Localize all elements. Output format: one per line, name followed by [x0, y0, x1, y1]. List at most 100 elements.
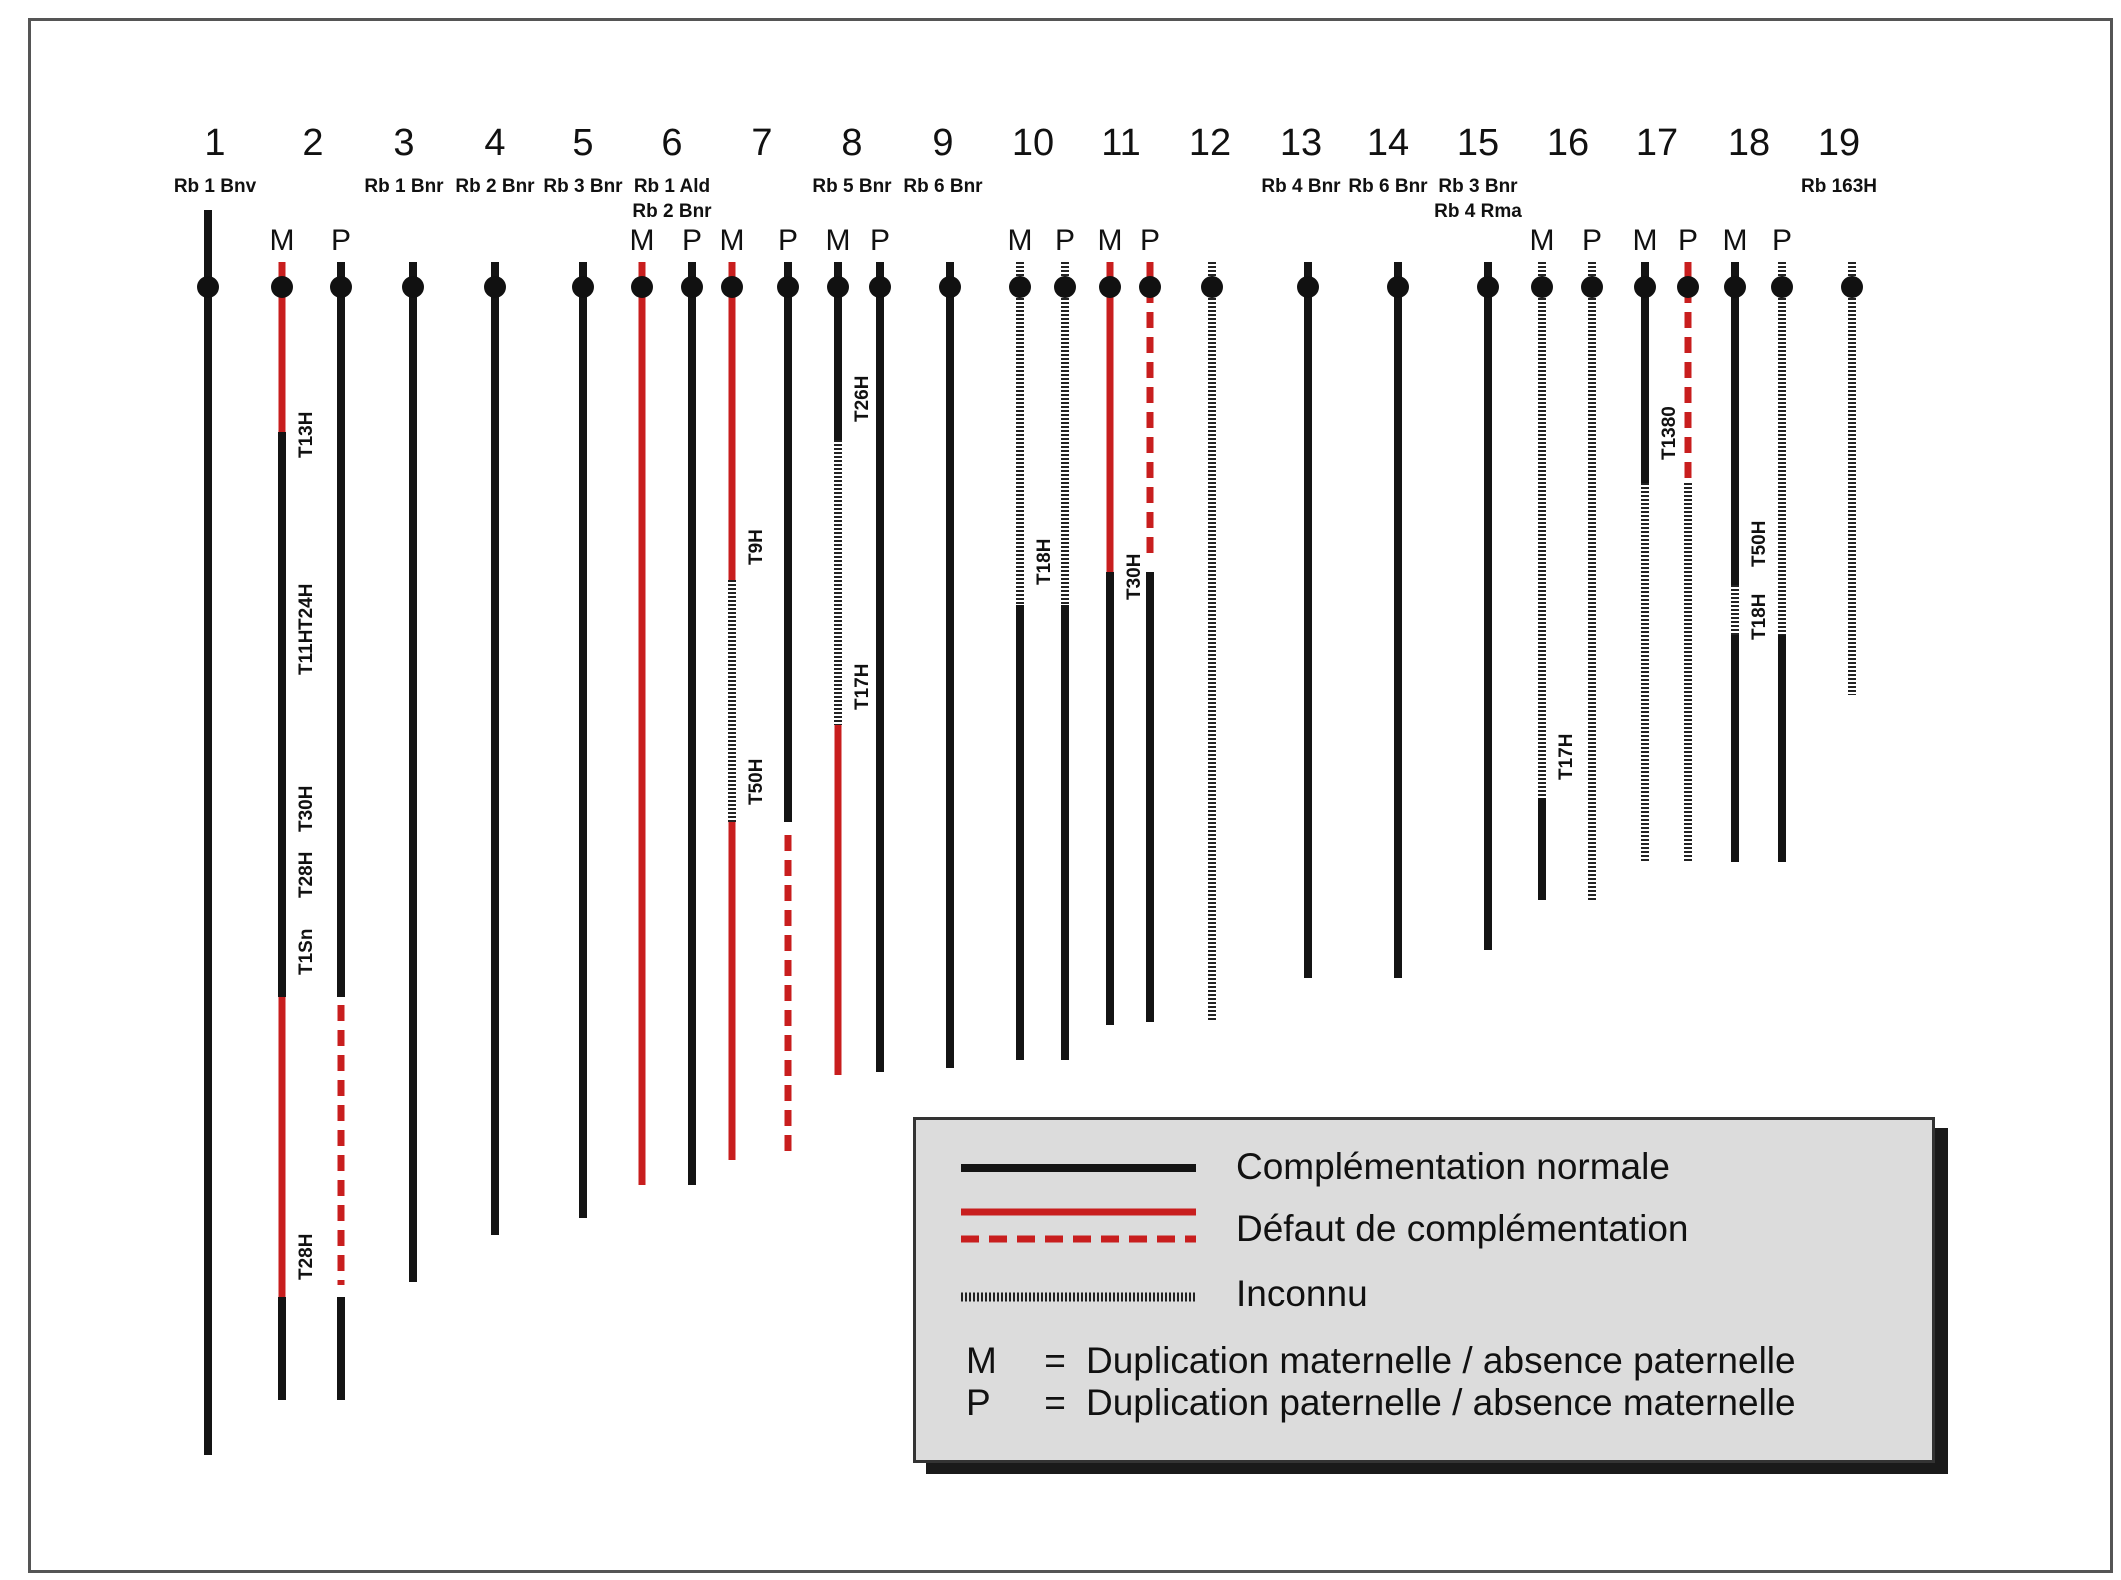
paternal-label: P: [870, 224, 890, 257]
centromere-dot: [869, 276, 891, 298]
centromere-dot: [1387, 276, 1409, 298]
chromosome-number: 6: [661, 122, 682, 164]
def-p-key: P: [966, 1382, 991, 1423]
chromosome-number: 5: [572, 122, 593, 164]
chromosome-number: 2: [302, 122, 323, 164]
paternal-label: P: [1678, 224, 1698, 257]
legend-box: Complémentation normale Défaut de complé…: [913, 1117, 1935, 1463]
centromere-dot: [197, 276, 219, 298]
centromere-dot: [631, 276, 653, 298]
chromosome-number: 17: [1636, 122, 1678, 164]
chromosome-number: 3: [393, 122, 414, 164]
paternal-label: P: [331, 224, 351, 257]
maternal-label: M: [270, 224, 295, 257]
legend-defect-lines: [961, 1208, 1196, 1243]
robertsonian-label: Rb 5 Bnr: [812, 176, 892, 197]
chromosome-number: 11: [1101, 122, 1140, 164]
chromosome-number: 8: [841, 122, 862, 164]
robertsonian-label: Rb 2 Bnr: [455, 176, 535, 197]
robertsonian-label: Rb 3 Bnr: [543, 176, 623, 197]
chromosome-number: 7: [751, 122, 772, 164]
centromere-dot: [1099, 276, 1121, 298]
chromosome-number: 10: [1012, 122, 1054, 164]
translocation-label: T28H: [296, 1234, 317, 1280]
translocation-label: T18H: [1749, 594, 1770, 640]
robertsonian-label: Rb 4 Rma: [1434, 201, 1522, 222]
chromosome-number: 16: [1547, 122, 1589, 164]
legend-row-defect: Défaut de complémentation: [916, 1200, 1932, 1260]
robertsonian-label: Rb 1 Ald: [634, 176, 710, 197]
maternal-label: M: [630, 224, 655, 257]
paternal-label: P: [1055, 224, 1075, 257]
centromere-dot: [1841, 276, 1863, 298]
translocation-label: T24H: [296, 584, 317, 630]
translocation-label: T1380: [1659, 406, 1680, 460]
legend-def-p: P = Duplication paternelle / absence mater…: [966, 1382, 1796, 1424]
paternal-label: P: [1772, 224, 1792, 257]
robertsonian-label: Rb 6 Bnr: [903, 176, 983, 197]
legend-defect-label: Défaut de complémentation: [1236, 1208, 1689, 1249]
centromere-dot: [1009, 276, 1031, 298]
centromere-dot: [484, 276, 506, 298]
chromosome-number: 19: [1818, 122, 1860, 164]
legend-unknown-label: Inconnu: [1236, 1273, 1368, 1314]
robertsonian-label: Rb 163H: [1801, 176, 1877, 197]
legend-def-m: M = Duplication maternelle / absence pater…: [966, 1340, 1796, 1382]
maternal-label: M: [1008, 224, 1033, 257]
centromere-dot: [1581, 276, 1603, 298]
centromere-dot: [1297, 276, 1319, 298]
translocation-label: T30H: [296, 786, 317, 832]
maternal-label: M: [1633, 224, 1658, 257]
chromosome-number: 15: [1457, 122, 1499, 164]
translocation-label: T30H: [1124, 554, 1145, 600]
def-m-key: M: [966, 1340, 997, 1381]
centromere-dot: [1054, 276, 1076, 298]
robertsonian-label: Rb 1 Bnr: [364, 176, 444, 197]
translocation-label: T28H: [296, 852, 317, 898]
def-p-desc: Duplication paternelle / absence materne…: [1086, 1382, 1796, 1423]
maternal-label: M: [826, 224, 851, 257]
translocation-label: T50H: [1749, 521, 1770, 567]
centromere-dot: [939, 276, 961, 298]
chromosome-number: 13: [1280, 122, 1322, 164]
def-m-eq: =: [1044, 1340, 1066, 1381]
chromosome-number: 4: [484, 122, 505, 164]
robertsonian-label: Rb 6 Bnr: [1348, 176, 1428, 197]
centromere-dot: [402, 276, 424, 298]
centromere-dot: [1477, 276, 1499, 298]
centromere-dot: [777, 276, 799, 298]
centromere-dot: [1531, 276, 1553, 298]
chromosome-number: 14: [1367, 122, 1409, 164]
chromosome-number: 1: [204, 122, 225, 164]
paternal-label: P: [1582, 224, 1602, 257]
translocation-label: T1Sn: [296, 929, 317, 975]
robertsonian-label: Rb 1 Bnv: [174, 176, 257, 197]
centromere-dot: [1201, 276, 1223, 298]
chromosome-number: 9: [932, 122, 953, 164]
legend-normal-label: Complémentation normale: [1236, 1146, 1670, 1187]
translocation-label: T9H: [746, 529, 767, 565]
centromere-dot: [1139, 276, 1161, 298]
translocation-label: T11H: [296, 630, 317, 675]
maternal-label: M: [1723, 224, 1748, 257]
legend-row-normal: Complémentation normale: [916, 1138, 1932, 1198]
def-m-desc: Duplication maternelle / absence paterne…: [1086, 1340, 1796, 1381]
centromere-dot: [1677, 276, 1699, 298]
robertsonian-label: Rb 3 Bnr: [1438, 176, 1518, 197]
paternal-label: P: [778, 224, 798, 257]
translocation-label: T26H: [852, 376, 873, 422]
maternal-label: M: [1098, 224, 1123, 257]
paternal-label: P: [682, 224, 702, 257]
maternal-label: M: [1530, 224, 1555, 257]
centromere-dot: [271, 276, 293, 298]
chromosome-number: 12: [1189, 122, 1231, 164]
centromere-dot: [572, 276, 594, 298]
legend-row-unknown: Inconnu: [916, 1265, 1932, 1325]
centromere-dot: [827, 276, 849, 298]
legend-unknown-line: [961, 1292, 1196, 1302]
translocation-label: T17H: [852, 664, 873, 710]
chromosome-number: 18: [1728, 122, 1770, 164]
robertsonian-label: Rb 4 Bnr: [1261, 176, 1341, 197]
legend-normal-line: [961, 1164, 1196, 1172]
